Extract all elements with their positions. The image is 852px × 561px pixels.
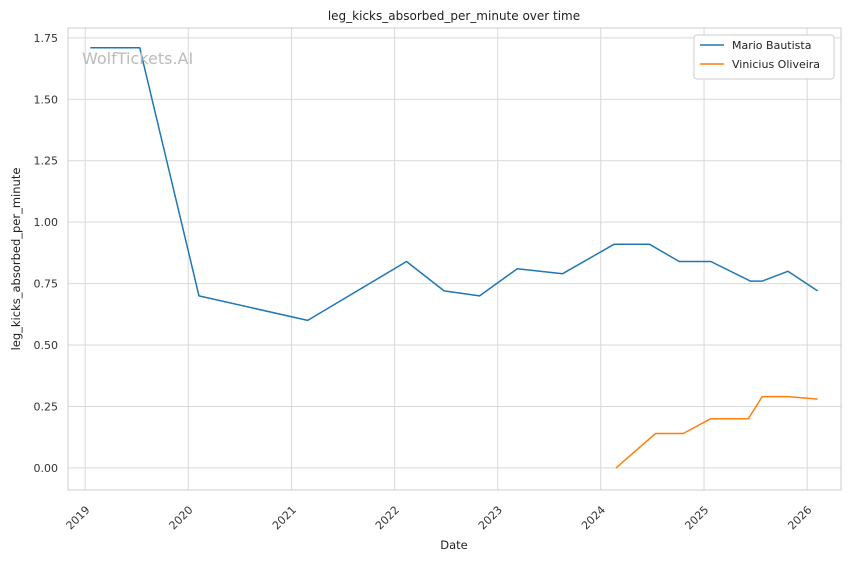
y-axis-ticks: 0.00 0.25 0.50 0.75 1.00 1.25 1.50 1.75 — [34, 32, 59, 475]
data-point-mario-bautista — [198, 295, 200, 297]
data-point-mario-bautista — [761, 280, 763, 282]
plot-area — [68, 28, 841, 490]
data-point-vinicius-oliveira — [615, 467, 617, 469]
y-tick-label: 1.75 — [34, 32, 59, 45]
data-point-vinicius-oliveira — [654, 432, 656, 434]
legend-label-mario-bautista: Mario Bautista — [732, 39, 811, 52]
data-point-mario-bautista — [648, 243, 650, 245]
series-line-vinicius-oliveira — [615, 395, 818, 469]
x-tick-label: 2026 — [785, 503, 814, 532]
y-tick-label: 1.50 — [34, 93, 59, 106]
grid — [68, 28, 841, 490]
data-point-mario-bautista — [816, 290, 818, 292]
x-axis-ticks: 2019 2020 2021 2022 2023 2024 2025 2026 — [64, 503, 815, 532]
data-point-vinicius-oliveira — [816, 398, 818, 400]
data-point-vinicius-oliveira — [747, 418, 749, 420]
data-point-mario-bautista — [613, 243, 615, 245]
data-point-mario-bautista — [561, 273, 563, 275]
watermark: WolfTickets.AI — [82, 49, 193, 68]
data-point-mario-bautista — [678, 260, 680, 262]
data-point-mario-bautista — [405, 260, 407, 262]
series-line-mario-bautista — [90, 46, 819, 322]
data-point-mario-bautista — [710, 260, 712, 262]
data-point-mario-bautista — [516, 268, 518, 270]
data-point-vinicius-oliveira — [710, 418, 712, 420]
x-tick-label: 2021 — [270, 503, 299, 532]
legend: Mario Bautista Vinicius Oliveira — [693, 34, 835, 80]
series-lines — [90, 46, 819, 469]
y-tick-label: 0.25 — [34, 400, 59, 413]
x-tick-label: 2019 — [64, 503, 93, 532]
chart-title: leg_kicks_absorbed_per_minute over time — [328, 9, 580, 23]
y-tick-label: 0.75 — [34, 278, 59, 291]
data-point-mario-bautista — [749, 280, 751, 282]
x-tick-label: 2025 — [682, 503, 711, 532]
data-point-vinicius-oliveira — [787, 395, 789, 397]
x-axis-label: Date — [440, 538, 468, 552]
plot-frame — [67, 27, 842, 491]
x-tick-label: 2023 — [476, 503, 505, 532]
data-point-vinicius-oliveira — [761, 395, 763, 397]
y-tick-label: 0.00 — [34, 462, 59, 475]
data-point-mario-bautista — [443, 290, 445, 292]
y-tick-label: 0.50 — [34, 339, 59, 352]
data-point-vinicius-oliveira — [682, 432, 684, 434]
data-point-mario-bautista — [306, 319, 308, 321]
legend-box — [693, 34, 835, 80]
legend-label-vinicius-oliveira: Vinicius Oliveira — [732, 58, 820, 71]
x-tick-label: 2022 — [373, 503, 402, 532]
y-tick-label: 1.25 — [34, 155, 59, 168]
y-tick-label: 1.00 — [34, 216, 59, 229]
x-tick-label: 2024 — [579, 503, 608, 532]
x-tick-label: 2020 — [167, 503, 196, 532]
data-point-mario-bautista — [787, 270, 789, 272]
data-point-mario-bautista — [478, 295, 480, 297]
y-axis-label: leg_kicks_absorbed_per_minute — [9, 168, 23, 351]
